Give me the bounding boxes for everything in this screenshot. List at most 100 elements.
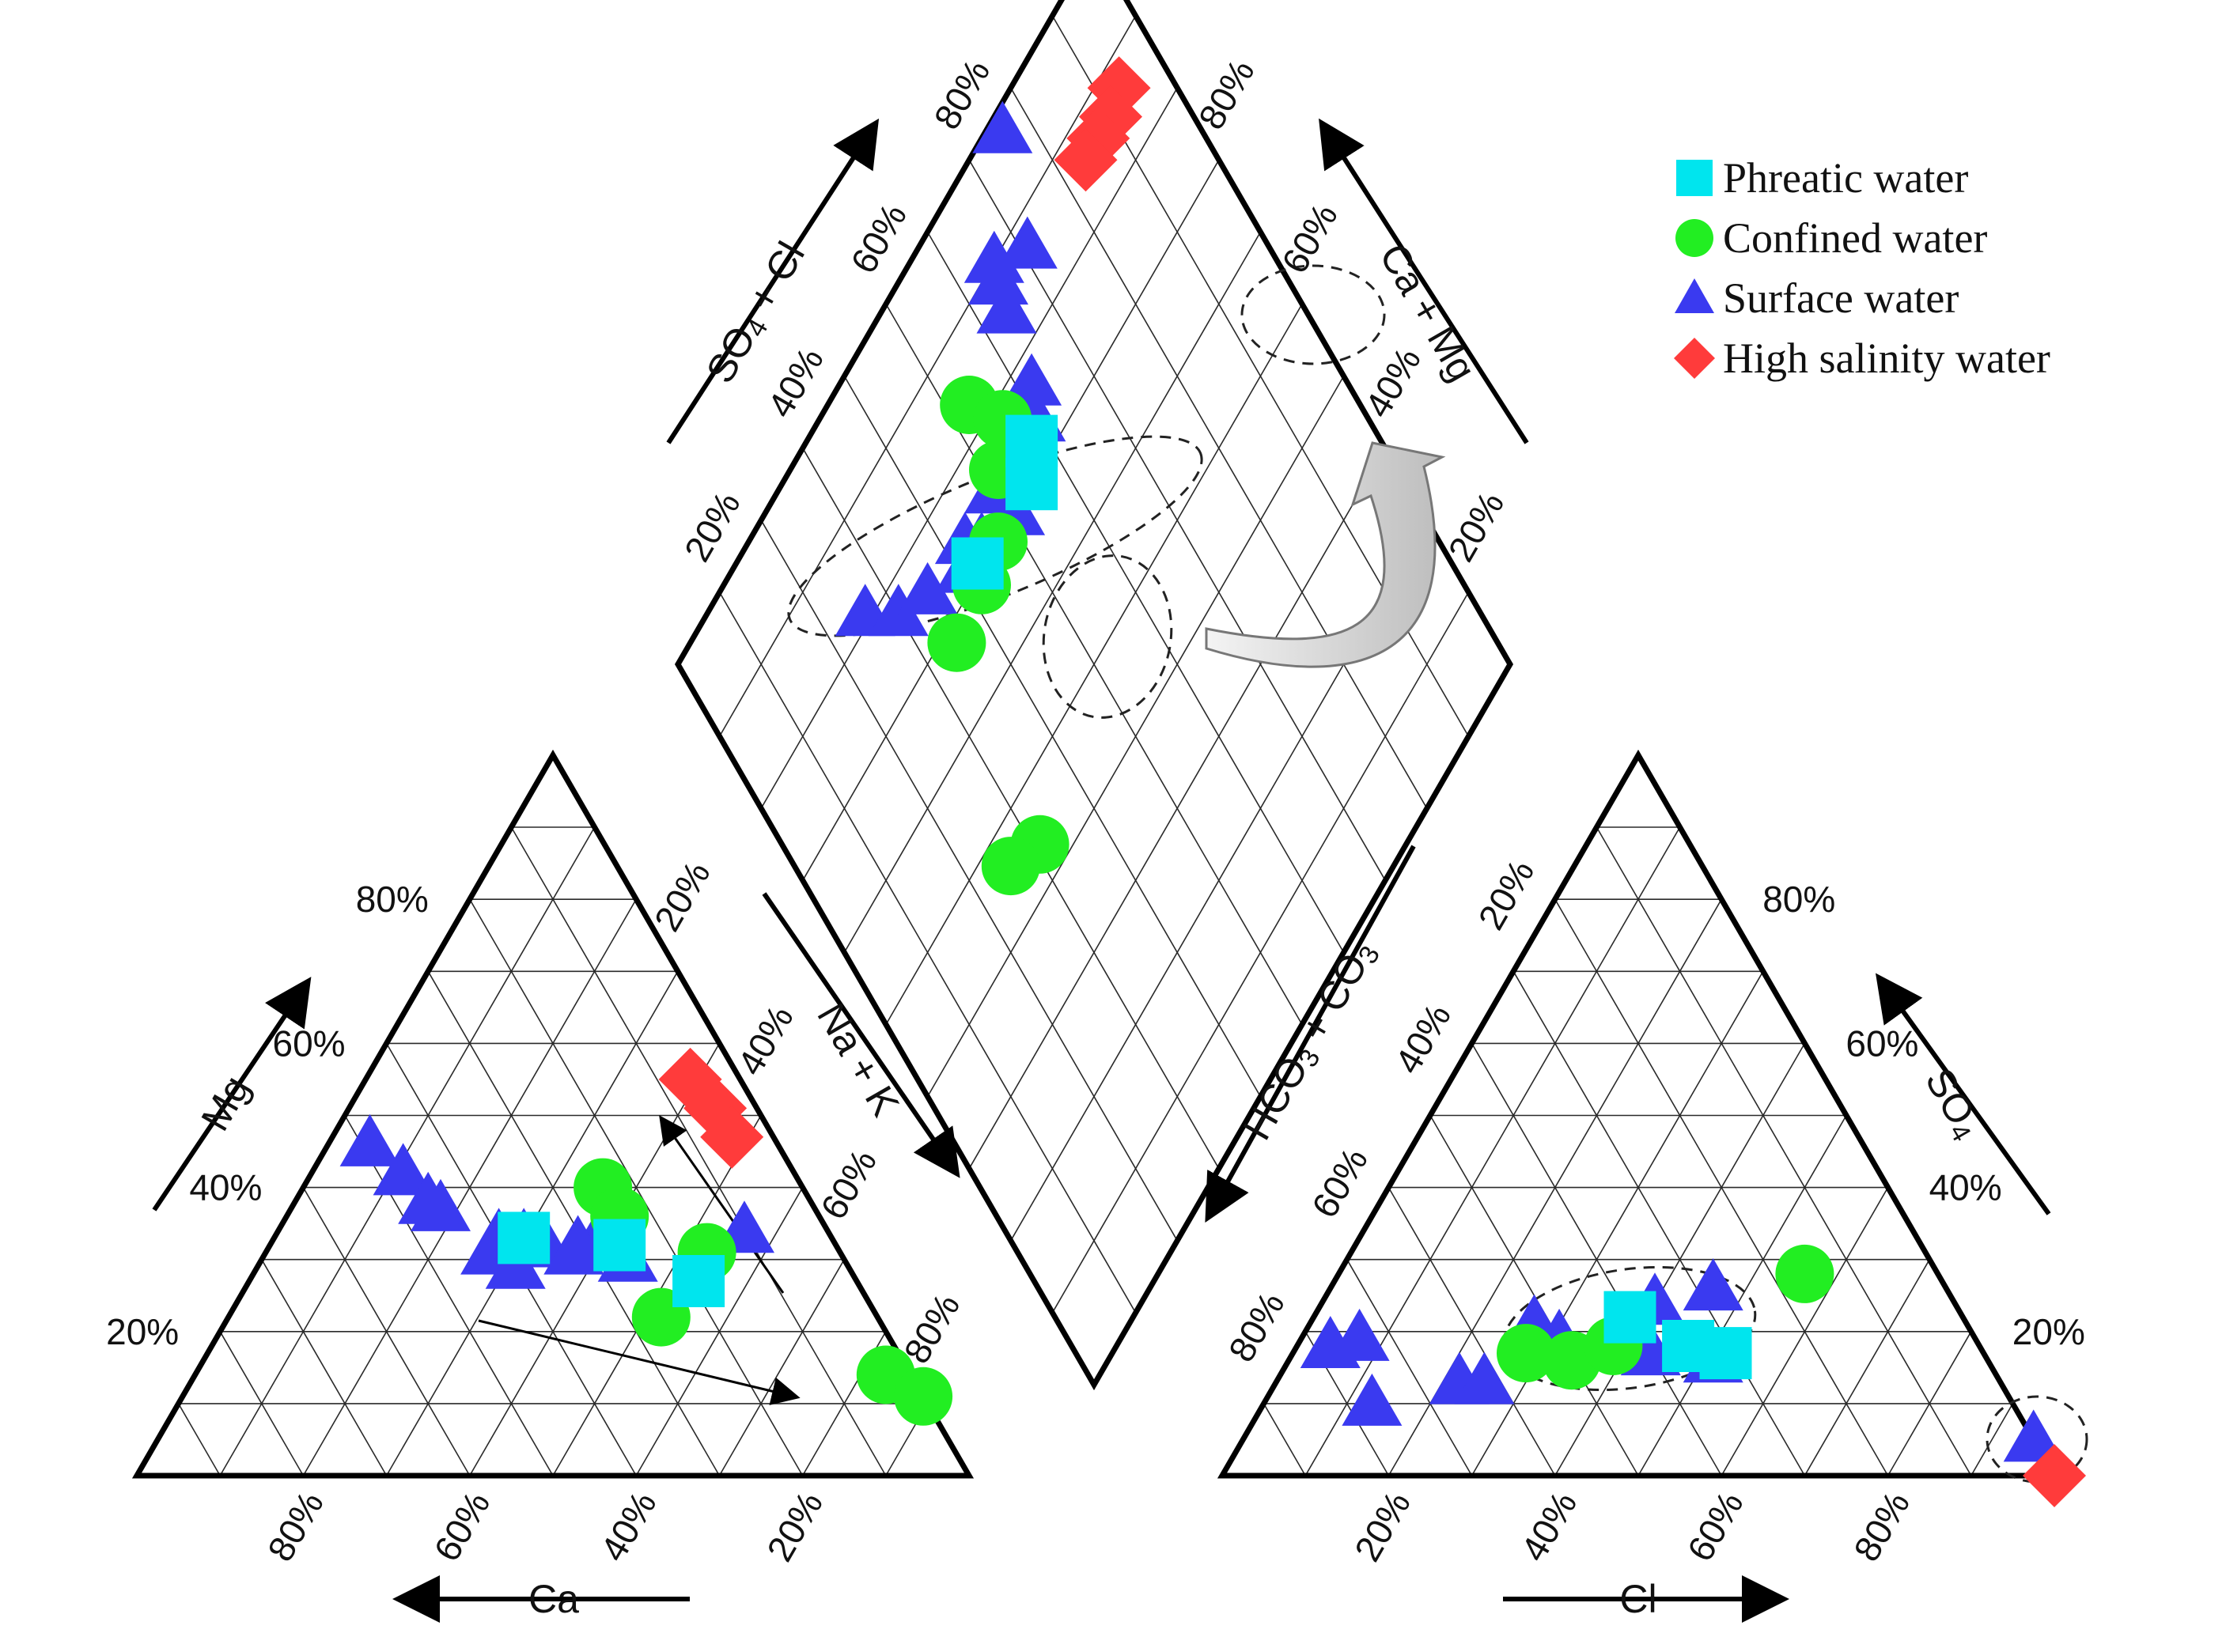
legend-surface-marker — [1675, 278, 1714, 313]
ca-tick-label: 60% — [426, 1484, 498, 1568]
annotations — [152, 118, 2088, 1623]
diamond-surface-point — [1001, 353, 1062, 406]
mg-tick-label: 40% — [189, 1167, 262, 1208]
cl-axis-title: Cl — [1619, 1577, 1656, 1621]
cation-high-salinity-point — [700, 1105, 764, 1169]
anion-gridline — [1637, 1115, 1847, 1476]
hco3co3-tick-label: 60% — [1304, 1141, 1376, 1225]
diamond-surface-point — [972, 100, 1033, 153]
diamond-surface-point — [897, 561, 958, 614]
cation-gridline — [302, 1187, 471, 1476]
anion-triangle-frame — [1217, 749, 2060, 1479]
anion-gridline — [1346, 1259, 1473, 1476]
mg-tick-label: 60% — [273, 1023, 346, 1064]
legend-entry-label: Confined water — [1723, 214, 1987, 262]
hco3co3-axis-title: HCO3 + CO3 — [1235, 932, 1387, 1148]
data-points — [339, 56, 2086, 1507]
diamond-grid — [718, 15, 1470, 1314]
anion-gridline — [1512, 970, 1806, 1476]
so4-axis-title-part: SO — [1917, 1061, 1984, 1133]
so4cl-direction-arrow — [666, 118, 880, 444]
so4cl-axis-title-part: + Cl — [733, 234, 813, 327]
anion-grid — [1263, 826, 2014, 1476]
anion-surface-point — [1454, 1351, 1515, 1404]
hco3co3-tick-label: 20% — [1470, 852, 1542, 936]
anion-gridline — [1804, 1259, 1930, 1476]
cation-gridline — [510, 826, 887, 1476]
camg-tick-label: 20% — [1440, 485, 1512, 569]
diamond-gridline — [885, 304, 1303, 1025]
legend-entry-label: Phreatic water — [1723, 154, 1968, 202]
so4-tick-label: 40% — [1929, 1167, 2002, 1208]
hco3co3-direction-arrow — [1205, 845, 1416, 1223]
nak-axis-title: Na + K — [808, 996, 908, 1124]
diamond-frame — [674, 0, 1514, 1391]
cluster-outline — [1042, 554, 1173, 719]
so4cl-tick-label: 80% — [926, 52, 998, 136]
camg-direction-arrow — [1319, 118, 1529, 444]
so4cl-tick-label: 60% — [842, 197, 914, 281]
hco3co3-axis-title-part: + CO — [1286, 946, 1376, 1058]
so4-tick-label: 80% — [1762, 879, 1835, 920]
legend-confined-marker — [1675, 219, 1713, 257]
cation-trend-arrow — [659, 1115, 785, 1294]
legend-high-salinity-marker — [1674, 338, 1715, 379]
anion-gridline — [1471, 970, 1764, 1476]
cluster-outline — [1240, 264, 1386, 365]
legend-entry-label: Surface water — [1723, 274, 1959, 322]
so4cl-tick-label: 40% — [759, 341, 831, 425]
cation-gridline — [261, 1259, 388, 1476]
cl-tick-label: 20% — [1346, 1484, 1418, 1568]
so4-axis-title: SO4 — [1914, 1061, 1991, 1147]
ca-axis-title: Ca — [528, 1577, 579, 1621]
anion-phreatic-point — [1699, 1327, 1752, 1380]
anion-gridline — [1471, 1043, 1722, 1476]
diamond-phreatic-point — [1005, 414, 1058, 467]
diamond-confined-point — [927, 613, 986, 672]
mg-axis-title-part: Mg — [192, 1068, 258, 1138]
cluster-outline — [787, 435, 1203, 637]
cation-gridline — [344, 1115, 554, 1476]
diamond-surface-point — [963, 230, 1024, 283]
diamond-gridline — [1010, 87, 1428, 809]
ca-tick-label: 20% — [759, 1484, 831, 1568]
mg-tick-label: 80% — [356, 879, 429, 920]
cluster-outline — [1502, 1265, 1757, 1392]
legend-phreatic-marker — [1676, 160, 1713, 196]
so4cl-tick-label: 20% — [676, 485, 748, 569]
cation-phreatic-point — [593, 1219, 646, 1272]
transition-arrow — [1205, 441, 1446, 668]
ca-axis-title-part: Ca — [528, 1577, 579, 1621]
so4-tick-label: 60% — [1846, 1023, 1918, 1064]
cation-phreatic-point — [672, 1255, 725, 1307]
legend-entry-label: High salinity water — [1723, 335, 2050, 382]
nak-tick-label: 40% — [729, 999, 801, 1083]
diamond-surface-point — [997, 216, 1058, 269]
cation-phreatic-point — [498, 1212, 551, 1265]
diamond-surface-point — [868, 584, 929, 637]
camg-tick-label: 40% — [1357, 341, 1429, 425]
anion-gridline — [1387, 1187, 1556, 1476]
nak-tick-label: 60% — [812, 1143, 884, 1227]
hco3co3-tick-label: 40% — [1387, 997, 1459, 1081]
cl-tick-label: 60% — [1679, 1484, 1751, 1568]
mg-tick-label: 20% — [106, 1311, 179, 1352]
anion-surface-point — [2003, 1409, 2064, 1462]
ca-tick-label: 80% — [259, 1484, 331, 1568]
camg-tick-label: 80% — [1191, 52, 1263, 136]
cation-trend-arrow — [478, 1319, 801, 1405]
cl-tick-label: 40% — [1512, 1484, 1584, 1568]
nak-axis-title-part: Na + K — [808, 996, 908, 1124]
cation-gridline — [718, 1259, 845, 1476]
anion-confined-point — [1775, 1244, 1834, 1303]
anion-gridline — [1263, 1403, 1306, 1476]
cation-gridline — [219, 1331, 305, 1476]
diamond-high-salinity-point — [1054, 128, 1118, 192]
hco3co3-tick-label: 80% — [1221, 1285, 1293, 1369]
diamond-phreatic-point — [951, 537, 1004, 590]
cation-grid — [177, 826, 929, 1476]
ca-tick-label: 40% — [592, 1484, 664, 1568]
nak-tick-label: 20% — [646, 854, 718, 938]
cation-surface-point — [547, 1215, 608, 1268]
